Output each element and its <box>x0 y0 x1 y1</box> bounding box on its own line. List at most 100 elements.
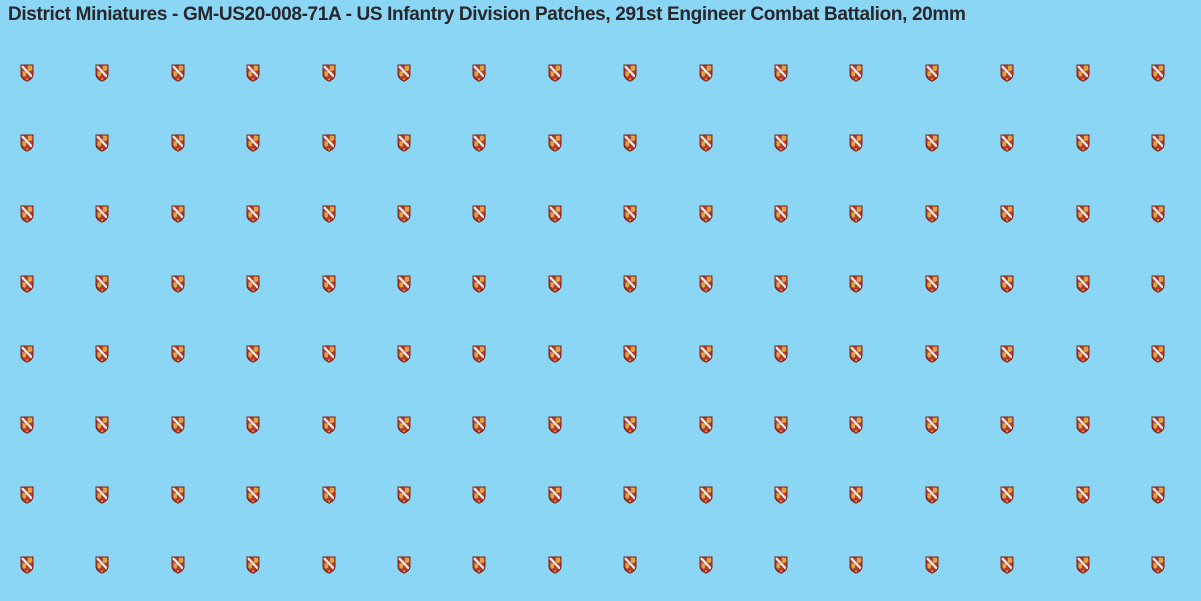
shield-patch-icon <box>849 205 863 223</box>
unit-shield-patch <box>20 345 34 363</box>
unit-shield-patch <box>322 134 336 152</box>
unit-shield-patch <box>472 64 486 82</box>
unit-shield-patch <box>849 556 863 574</box>
unit-shield-patch <box>849 486 863 504</box>
unit-shield-patch <box>171 134 185 152</box>
shield-patch-icon <box>699 416 713 434</box>
shield-patch-icon <box>397 275 411 293</box>
unit-shield-patch <box>472 345 486 363</box>
unit-shield-patch <box>699 134 713 152</box>
shield-patch-icon <box>774 416 788 434</box>
unit-shield-patch <box>1076 205 1090 223</box>
shield-patch-icon <box>699 64 713 82</box>
unit-shield-patch <box>20 556 34 574</box>
shield-patch-icon <box>1000 64 1014 82</box>
shield-patch-icon <box>1076 486 1090 504</box>
shield-patch-icon <box>246 486 260 504</box>
shield-patch-icon <box>925 556 939 574</box>
shield-patch-icon <box>1151 416 1165 434</box>
unit-shield-patch <box>1151 275 1165 293</box>
shield-patch-icon <box>849 134 863 152</box>
unit-shield-patch <box>171 556 185 574</box>
unit-shield-patch <box>925 205 939 223</box>
shield-patch-icon <box>1151 345 1165 363</box>
shield-patch-icon <box>246 416 260 434</box>
shield-patch-icon <box>699 205 713 223</box>
shield-patch-icon <box>925 345 939 363</box>
shield-patch-icon <box>20 345 34 363</box>
unit-shield-patch <box>171 486 185 504</box>
unit-shield-patch <box>397 345 411 363</box>
unit-shield-patch <box>548 275 562 293</box>
unit-shield-patch <box>849 64 863 82</box>
unit-shield-patch <box>20 486 34 504</box>
unit-shield-patch <box>699 416 713 434</box>
shield-patch-icon <box>397 486 411 504</box>
unit-shield-patch <box>548 486 562 504</box>
unit-shield-patch <box>1076 345 1090 363</box>
shield-patch-icon <box>925 416 939 434</box>
shield-patch-icon <box>849 64 863 82</box>
shield-patch-icon <box>95 205 109 223</box>
shield-patch-icon <box>20 416 34 434</box>
unit-shield-patch <box>1076 134 1090 152</box>
unit-shield-patch <box>397 205 411 223</box>
shield-patch-icon <box>1000 486 1014 504</box>
unit-shield-patch <box>397 556 411 574</box>
unit-shield-patch <box>1076 486 1090 504</box>
unit-shield-patch <box>699 345 713 363</box>
unit-shield-patch <box>849 205 863 223</box>
shield-patch-icon <box>774 205 788 223</box>
unit-shield-patch <box>472 205 486 223</box>
unit-shield-patch <box>1151 416 1165 434</box>
shield-patch-icon <box>322 345 336 363</box>
unit-shield-patch <box>1151 205 1165 223</box>
unit-shield-patch <box>322 556 336 574</box>
unit-shield-patch <box>699 556 713 574</box>
shield-patch-icon <box>20 205 34 223</box>
unit-shield-patch <box>1000 205 1014 223</box>
shield-patch-icon <box>699 556 713 574</box>
unit-shield-patch <box>472 275 486 293</box>
unit-shield-patch <box>20 275 34 293</box>
unit-shield-patch <box>246 205 260 223</box>
shield-patch-icon <box>171 486 185 504</box>
shield-patch-icon <box>472 64 486 82</box>
shield-patch-icon <box>472 345 486 363</box>
unit-shield-patch <box>472 416 486 434</box>
unit-shield-patch <box>397 64 411 82</box>
shield-patch-icon <box>322 275 336 293</box>
unit-shield-patch <box>472 556 486 574</box>
unit-shield-patch <box>623 64 637 82</box>
unit-shield-patch <box>1151 345 1165 363</box>
shield-patch-icon <box>623 205 637 223</box>
shield-patch-icon <box>699 486 713 504</box>
unit-shield-patch <box>623 275 637 293</box>
shield-patch-icon <box>171 416 185 434</box>
shield-patch-icon <box>1151 556 1165 574</box>
shield-patch-icon <box>1000 416 1014 434</box>
unit-shield-patch <box>1000 556 1014 574</box>
unit-shield-patch <box>548 64 562 82</box>
unit-shield-patch <box>1076 556 1090 574</box>
shield-patch-icon <box>774 345 788 363</box>
unit-shield-patch <box>623 345 637 363</box>
shield-patch-icon <box>397 64 411 82</box>
shield-patch-icon <box>548 416 562 434</box>
shield-patch-icon <box>397 205 411 223</box>
unit-shield-patch <box>171 275 185 293</box>
shield-patch-icon <box>171 345 185 363</box>
shield-patch-icon <box>95 345 109 363</box>
unit-shield-patch <box>397 416 411 434</box>
shield-patch-icon <box>623 64 637 82</box>
unit-shield-patch <box>472 134 486 152</box>
shield-patch-icon <box>1151 486 1165 504</box>
unit-shield-patch <box>925 275 939 293</box>
unit-shield-patch <box>95 134 109 152</box>
unit-shield-patch <box>1076 416 1090 434</box>
shield-patch-icon <box>171 134 185 152</box>
shield-patch-icon <box>95 486 109 504</box>
unit-shield-patch <box>623 486 637 504</box>
unit-shield-patch <box>397 134 411 152</box>
unit-shield-patch <box>774 486 788 504</box>
